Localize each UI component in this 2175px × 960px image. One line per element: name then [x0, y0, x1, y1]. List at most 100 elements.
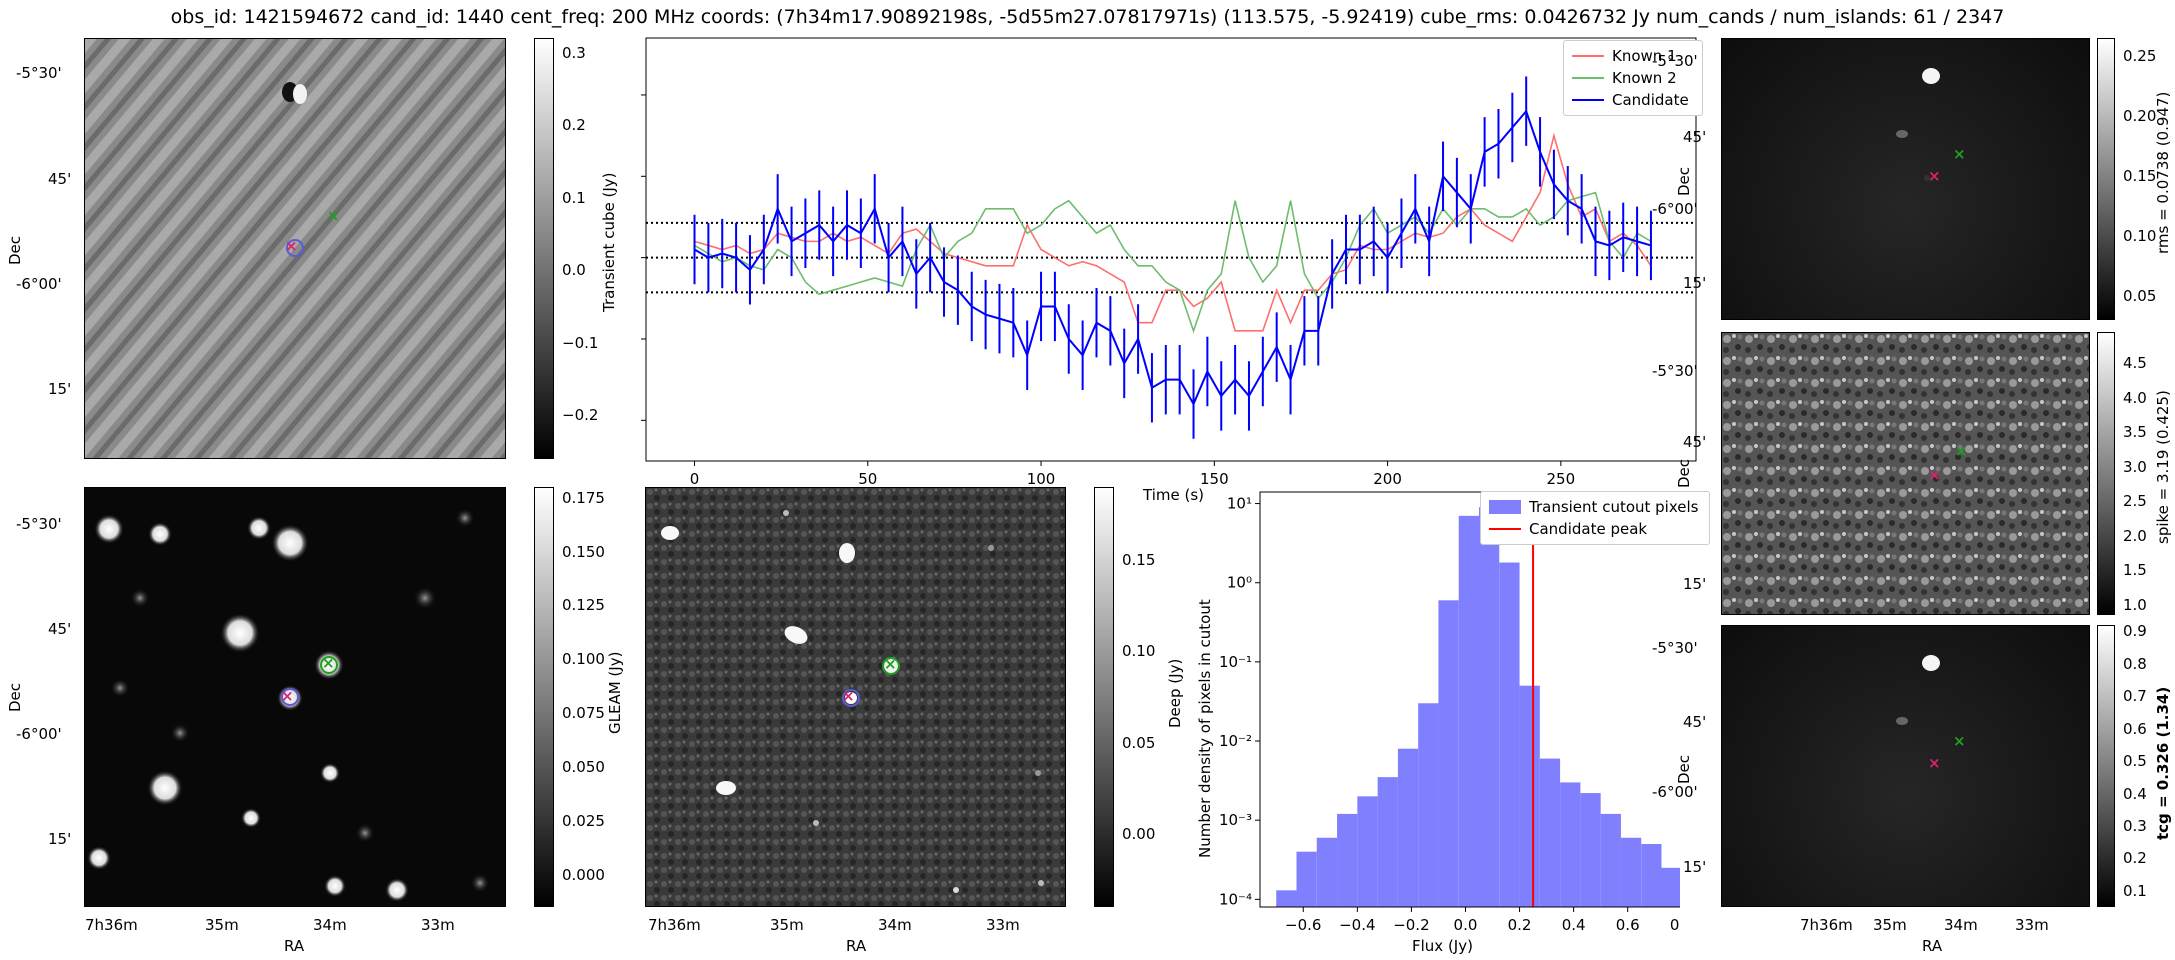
colorbar-tick: 0.3 — [2123, 816, 2147, 835]
lightcurve-xlabel: Time (s) — [1143, 486, 1204, 504]
colorbar-tick: 0.2 — [2123, 849, 2147, 868]
legend-known2-label: Known 2 — [1612, 69, 1677, 87]
x-tick-label: 0.2 — [1508, 916, 1532, 934]
transient-colorbar-label: Transient cube (Jy) — [600, 172, 618, 312]
colorbar-tick: 1.5 — [2123, 561, 2147, 580]
colorbar-tick: −0.2 — [562, 406, 599, 425]
colorbar-tick: 0.15 — [1122, 551, 1156, 570]
known-source-marker: × — [884, 655, 897, 673]
dec-tick: -5°30' — [1652, 639, 1698, 657]
y-tick-label: 10⁻¹ — [1219, 653, 1252, 671]
transient-colorbar-ticks: 0.3 0.2 0.1 0.0 −0.1 −0.2 — [560, 38, 620, 459]
ra-tick: 35m — [1873, 916, 1907, 934]
known-source-marker: × — [1953, 732, 1966, 750]
legend-hist-label: Transient cutout pixels — [1529, 498, 1699, 516]
ra-tick: 34m — [313, 916, 347, 934]
dec-tick: 15' — [1683, 274, 1707, 292]
spike-map-panel: × × — [1721, 332, 2090, 615]
deep-colorbar-ticks: 0.15 0.10 0.05 0.00 — [1120, 487, 1170, 907]
dec-tick: -6°00' — [16, 275, 62, 293]
transient-colorbar — [534, 38, 554, 459]
legend-candidate-swatch — [1572, 99, 1604, 101]
colorbar-tick: 0.05 — [1122, 733, 1156, 752]
histogram-bar — [1377, 777, 1398, 907]
candidate-marker: × — [285, 237, 298, 255]
histogram-bar — [1499, 562, 1520, 907]
lightcurve-legend: Known 1 Known 2 Candidate — [1563, 40, 1703, 116]
dec-tick: 45' — [48, 170, 72, 188]
dec-tick: -5°30' — [1652, 52, 1698, 70]
colorbar-tick: 0.6 — [2123, 719, 2147, 738]
rms-colorbar-ticks: 0.25 0.20 0.15 0.10 0.05 — [2121, 38, 2171, 320]
candidate-marker: × — [1928, 754, 1941, 772]
gleam-colorbar-ticks: 0.175 0.150 0.125 0.100 0.075 0.050 0.025 0.000 — [560, 487, 620, 907]
colorbar-tick: 0.25 — [2123, 47, 2157, 65]
dec-tick: 45' — [1683, 128, 1707, 146]
ra-tick: 35m — [770, 916, 804, 934]
spike-colorbar-ticks: 4.5 4.0 3.5 3.0 2.5 2.0 1.5 1.0 — [2121, 332, 2171, 615]
legend-known1-swatch — [1572, 55, 1604, 57]
x-tick-label: 100 — [1027, 470, 1056, 488]
colorbar-tick: 0.150 — [562, 542, 605, 561]
y-tick-label: 10⁻³ — [1219, 811, 1252, 829]
colorbar-tick: 0.10 — [2123, 227, 2157, 245]
x-tick-label: 0.6 — [1616, 916, 1640, 934]
spike-colorbar-label: spike = 3.19 (0.425) — [2154, 390, 2172, 544]
histogram-bar — [1600, 813, 1621, 907]
known-source-marker: × — [322, 654, 335, 672]
histogram-bar — [1438, 600, 1459, 907]
x-tick-label: −0.6 — [1285, 916, 1321, 934]
legend-hist-swatch — [1489, 500, 1521, 514]
histogram-bar — [1620, 837, 1642, 907]
page-title: obs_id: 1421594672 cand_id: 1440 cent_fr… — [170, 6, 2005, 28]
candidate-marker: × — [281, 687, 294, 705]
x-tick-label: 250 — [1547, 470, 1576, 488]
dec-axis-label: Dec — [6, 235, 24, 265]
histogram-bar — [1580, 793, 1601, 907]
dec-tick: -6°00' — [1652, 200, 1698, 218]
colorbar-tick: 0.075 — [562, 704, 605, 723]
colorbar-tick: 0.1 — [2123, 881, 2147, 900]
rms-colorbar-label: rms = 0.0738 (0.947) — [2154, 91, 2172, 254]
dec-tick: -6°00' — [1652, 783, 1698, 801]
histogram-bar — [1418, 703, 1439, 907]
spike-colorbar — [2097, 332, 2115, 615]
legend-known1-label: Known 1 — [1612, 47, 1677, 65]
dec-axis-label: Dec — [6, 682, 24, 712]
colorbar-tick: 0.8 — [2123, 654, 2147, 673]
colorbar-tick: 2.0 — [2123, 526, 2147, 545]
gleam-colorbar-label: GLEAM (Jy) — [606, 651, 624, 734]
colorbar-tick: 0.0 — [562, 261, 586, 280]
deep-map-panel: × × — [645, 487, 1066, 907]
dec-tick: 15' — [48, 830, 72, 848]
colorbar-tick: 0.3 — [562, 43, 586, 62]
colorbar-tick: 0.15 — [2123, 167, 2157, 185]
colorbar-tick: 3.0 — [2123, 457, 2147, 476]
y-tick-label: 10¹ — [1227, 495, 1252, 513]
histogram-bar — [1560, 782, 1581, 907]
dec-tick: 45' — [1683, 433, 1707, 451]
candidate-marker: × — [1928, 167, 1941, 185]
histogram-bar — [1276, 890, 1297, 907]
tcg-colorbar-label: tcg = 0.326 (1.34) — [2154, 686, 2172, 840]
ra-axis-label: RA — [846, 937, 867, 955]
colorbar-tick: 0.5 — [2123, 752, 2147, 771]
histogram-bar — [1479, 507, 1500, 907]
ra-tick: 7h36m — [85, 916, 138, 934]
x-tick-label: 0.4 — [1562, 916, 1586, 934]
tcg-colorbar-ticks: 0.9 0.8 0.7 0.6 0.5 0.4 0.3 0.2 0.1 — [2121, 622, 2171, 907]
legend-known2-swatch — [1572, 77, 1604, 79]
dec-tick: 15' — [1683, 858, 1707, 876]
ra-axis-label: RA — [1922, 937, 1943, 955]
x-tick-label: 0.8 — [1670, 916, 1680, 934]
colorbar-tick: 3.5 — [2123, 423, 2147, 442]
legend-peak-label: Candidate peak — [1529, 520, 1648, 538]
colorbar-tick: 0.1 — [562, 188, 586, 207]
dec-axis-label: Dec — [1675, 166, 1693, 196]
histogram-bar — [1316, 837, 1338, 907]
ra-tick: 7h36m — [1800, 916, 1853, 934]
y-tick-label: 10⁻⁴ — [1219, 890, 1252, 908]
x-tick-label: −0.4 — [1339, 916, 1375, 934]
dec-tick: -5°30' — [16, 515, 62, 533]
rms-colorbar — [2097, 38, 2115, 320]
